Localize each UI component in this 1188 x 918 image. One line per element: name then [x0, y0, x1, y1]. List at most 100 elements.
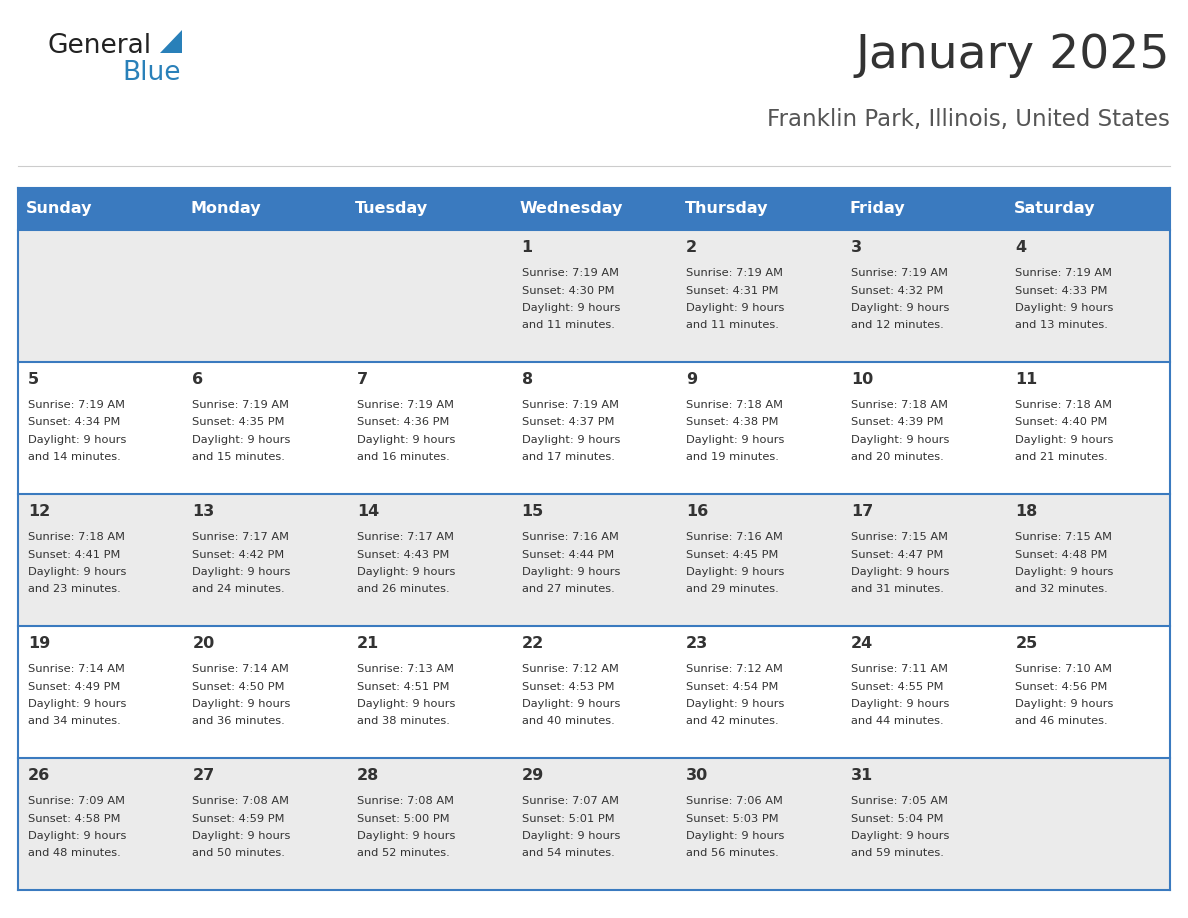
Text: Sunset: 4:58 PM: Sunset: 4:58 PM — [27, 813, 120, 823]
Text: Sunrise: 7:16 AM: Sunrise: 7:16 AM — [687, 532, 783, 542]
Text: and 14 minutes.: and 14 minutes. — [27, 453, 121, 463]
Text: Sunrise: 7:18 AM: Sunrise: 7:18 AM — [687, 400, 783, 410]
Text: Sunset: 4:47 PM: Sunset: 4:47 PM — [851, 550, 943, 559]
Bar — [512, 188, 676, 230]
Text: Sunset: 4:42 PM: Sunset: 4:42 PM — [192, 550, 285, 559]
Text: Sunset: 4:38 PM: Sunset: 4:38 PM — [687, 418, 778, 428]
Text: 9: 9 — [687, 372, 697, 387]
Text: Sunset: 4:33 PM: Sunset: 4:33 PM — [1016, 285, 1107, 296]
Text: Daylight: 9 hours: Daylight: 9 hours — [192, 699, 291, 709]
Text: 2: 2 — [687, 240, 697, 255]
Text: Daylight: 9 hours: Daylight: 9 hours — [851, 699, 949, 709]
Text: and 40 minutes.: and 40 minutes. — [522, 717, 614, 726]
Text: Sunday: Sunday — [26, 201, 93, 217]
Text: Daylight: 9 hours: Daylight: 9 hours — [27, 831, 126, 841]
Text: and 56 minutes.: and 56 minutes. — [687, 848, 779, 858]
Bar — [18, 758, 1170, 890]
Text: Sunset: 4:53 PM: Sunset: 4:53 PM — [522, 681, 614, 691]
Text: Daylight: 9 hours: Daylight: 9 hours — [1016, 567, 1113, 577]
Text: Daylight: 9 hours: Daylight: 9 hours — [27, 567, 126, 577]
Text: Daylight: 9 hours: Daylight: 9 hours — [192, 567, 291, 577]
Text: Daylight: 9 hours: Daylight: 9 hours — [27, 435, 126, 445]
Text: Daylight: 9 hours: Daylight: 9 hours — [358, 435, 455, 445]
Text: Sunset: 4:54 PM: Sunset: 4:54 PM — [687, 681, 778, 691]
Text: 16: 16 — [687, 504, 708, 519]
Text: Daylight: 9 hours: Daylight: 9 hours — [522, 699, 620, 709]
Bar — [676, 188, 841, 230]
Text: Sunset: 4:40 PM: Sunset: 4:40 PM — [1016, 418, 1107, 428]
Text: Sunrise: 7:13 AM: Sunrise: 7:13 AM — [358, 664, 454, 674]
Text: Daylight: 9 hours: Daylight: 9 hours — [358, 831, 455, 841]
Text: and 20 minutes.: and 20 minutes. — [851, 453, 943, 463]
Text: Sunset: 4:30 PM: Sunset: 4:30 PM — [522, 285, 614, 296]
Bar — [18, 230, 1170, 362]
Text: 7: 7 — [358, 372, 368, 387]
Text: Sunset: 4:59 PM: Sunset: 4:59 PM — [192, 813, 285, 823]
Text: Sunrise: 7:08 AM: Sunrise: 7:08 AM — [358, 796, 454, 806]
Text: Daylight: 9 hours: Daylight: 9 hours — [1016, 303, 1113, 313]
Bar — [18, 626, 1170, 758]
Text: Sunset: 4:31 PM: Sunset: 4:31 PM — [687, 285, 778, 296]
Text: General: General — [48, 33, 152, 59]
Text: Sunrise: 7:19 AM: Sunrise: 7:19 AM — [358, 400, 454, 410]
Text: Daylight: 9 hours: Daylight: 9 hours — [1016, 435, 1113, 445]
Text: Daylight: 9 hours: Daylight: 9 hours — [358, 699, 455, 709]
Text: Sunrise: 7:15 AM: Sunrise: 7:15 AM — [851, 532, 948, 542]
Text: Sunrise: 7:09 AM: Sunrise: 7:09 AM — [27, 796, 125, 806]
Bar — [183, 188, 347, 230]
Text: Sunrise: 7:18 AM: Sunrise: 7:18 AM — [851, 400, 948, 410]
Text: Blue: Blue — [122, 60, 181, 86]
Text: and 42 minutes.: and 42 minutes. — [687, 717, 779, 726]
Text: and 46 minutes.: and 46 minutes. — [1016, 717, 1108, 726]
Text: 17: 17 — [851, 504, 873, 519]
Text: and 48 minutes.: and 48 minutes. — [27, 848, 121, 858]
Text: Sunset: 5:00 PM: Sunset: 5:00 PM — [358, 813, 449, 823]
Text: 22: 22 — [522, 636, 544, 651]
Text: and 54 minutes.: and 54 minutes. — [522, 848, 614, 858]
Text: Sunrise: 7:12 AM: Sunrise: 7:12 AM — [522, 664, 619, 674]
Text: Daylight: 9 hours: Daylight: 9 hours — [687, 567, 784, 577]
Text: Sunset: 5:04 PM: Sunset: 5:04 PM — [851, 813, 943, 823]
Text: Sunrise: 7:17 AM: Sunrise: 7:17 AM — [358, 532, 454, 542]
Text: Sunrise: 7:07 AM: Sunrise: 7:07 AM — [522, 796, 619, 806]
Text: Daylight: 9 hours: Daylight: 9 hours — [522, 435, 620, 445]
Text: Sunset: 4:56 PM: Sunset: 4:56 PM — [1016, 681, 1107, 691]
Text: Sunset: 4:48 PM: Sunset: 4:48 PM — [1016, 550, 1107, 559]
Text: and 16 minutes.: and 16 minutes. — [358, 453, 450, 463]
Text: and 52 minutes.: and 52 minutes. — [358, 848, 450, 858]
Text: 6: 6 — [192, 372, 203, 387]
Text: Sunset: 4:49 PM: Sunset: 4:49 PM — [27, 681, 120, 691]
Text: Sunrise: 7:19 AM: Sunrise: 7:19 AM — [851, 268, 948, 278]
Bar — [18, 362, 1170, 494]
Text: 20: 20 — [192, 636, 215, 651]
Text: Sunset: 5:03 PM: Sunset: 5:03 PM — [687, 813, 779, 823]
Text: Sunrise: 7:14 AM: Sunrise: 7:14 AM — [192, 664, 290, 674]
Text: and 36 minutes.: and 36 minutes. — [192, 717, 285, 726]
Text: 23: 23 — [687, 636, 708, 651]
Text: Daylight: 9 hours: Daylight: 9 hours — [1016, 699, 1113, 709]
Text: and 32 minutes.: and 32 minutes. — [1016, 585, 1108, 595]
Text: 3: 3 — [851, 240, 861, 255]
Text: Sunrise: 7:19 AM: Sunrise: 7:19 AM — [192, 400, 290, 410]
Text: Sunrise: 7:19 AM: Sunrise: 7:19 AM — [687, 268, 783, 278]
Text: 29: 29 — [522, 768, 544, 783]
Text: and 59 minutes.: and 59 minutes. — [851, 848, 943, 858]
Text: and 38 minutes.: and 38 minutes. — [358, 717, 450, 726]
Polygon shape — [160, 30, 182, 53]
Text: 26: 26 — [27, 768, 50, 783]
Text: Wednesday: Wednesday — [520, 201, 624, 217]
Text: and 23 minutes.: and 23 minutes. — [27, 585, 121, 595]
Text: Sunset: 4:43 PM: Sunset: 4:43 PM — [358, 550, 449, 559]
Text: Daylight: 9 hours: Daylight: 9 hours — [687, 435, 784, 445]
Text: Daylight: 9 hours: Daylight: 9 hours — [851, 567, 949, 577]
Text: January 2025: January 2025 — [855, 33, 1170, 78]
Text: Sunrise: 7:16 AM: Sunrise: 7:16 AM — [522, 532, 619, 542]
Text: Sunrise: 7:15 AM: Sunrise: 7:15 AM — [1016, 532, 1112, 542]
Text: 25: 25 — [1016, 636, 1037, 651]
Text: and 27 minutes.: and 27 minutes. — [522, 585, 614, 595]
Text: 12: 12 — [27, 504, 50, 519]
Text: Tuesday: Tuesday — [355, 201, 429, 217]
Bar — [347, 188, 512, 230]
Text: 8: 8 — [522, 372, 532, 387]
Text: Sunset: 4:41 PM: Sunset: 4:41 PM — [27, 550, 120, 559]
